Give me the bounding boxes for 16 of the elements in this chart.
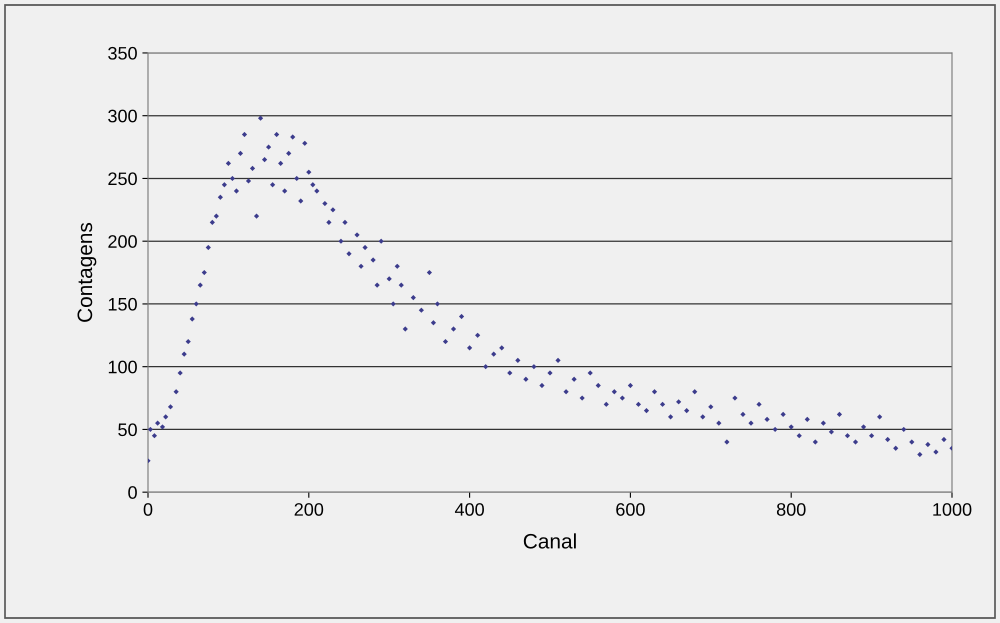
x-axis-title: Canal xyxy=(524,533,576,549)
y-tick-label: 100 xyxy=(108,360,137,374)
x-tick-label: 600 xyxy=(616,503,645,516)
y-tick-label: 150 xyxy=(108,298,137,311)
y-tick-label: 250 xyxy=(108,172,137,186)
x-tick-label: 800 xyxy=(776,503,806,516)
x-tick-label: 200 xyxy=(294,503,324,516)
x-tick-label: 0 xyxy=(144,503,152,516)
y-tick-label: 0 xyxy=(128,486,137,499)
x-tick-label: 400 xyxy=(454,503,484,516)
x-tick-label: 1000 xyxy=(933,503,972,516)
y-tick-label: 50 xyxy=(118,423,137,436)
y-tick-label: 200 xyxy=(108,235,137,248)
y-axis-title: Contagens xyxy=(77,222,96,322)
y-tick-label: 350 xyxy=(108,46,137,60)
y-tick-label: 300 xyxy=(108,110,137,122)
